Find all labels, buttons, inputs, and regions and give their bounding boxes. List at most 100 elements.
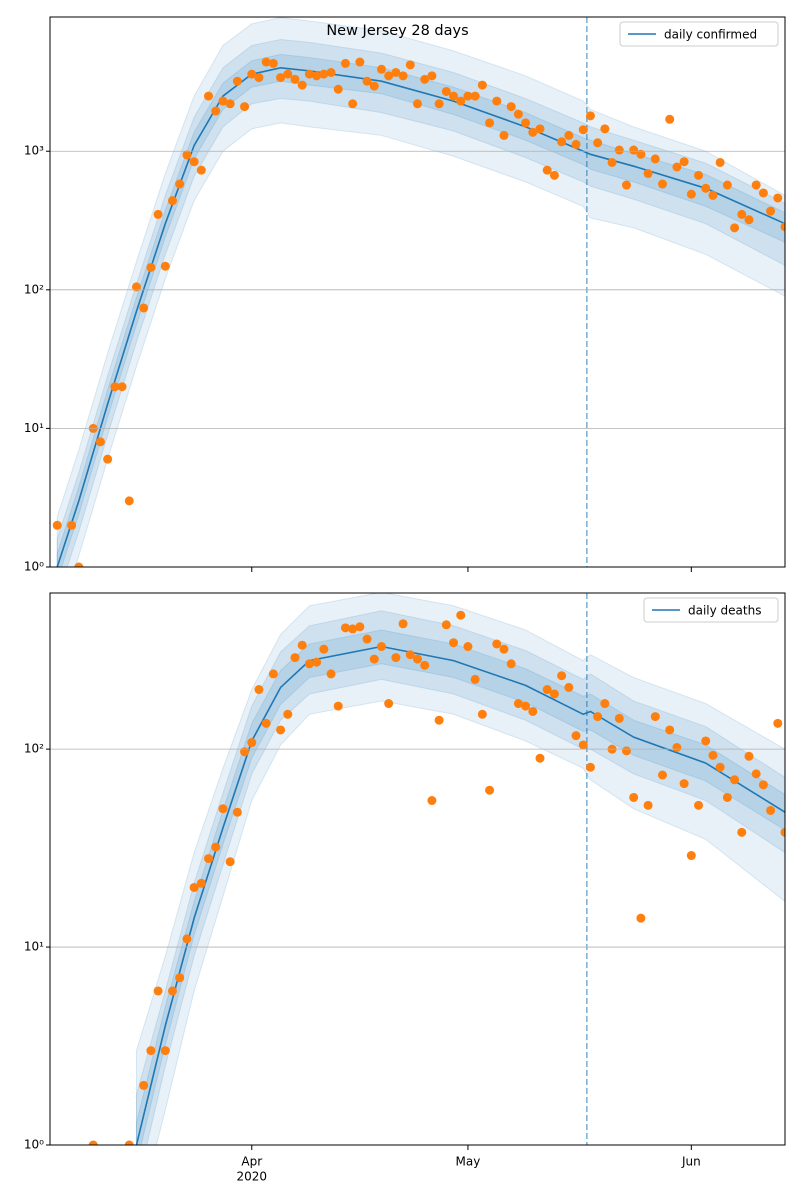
data-point — [218, 96, 228, 106]
data-point — [672, 162, 682, 172]
data-point — [621, 746, 631, 756]
data-point — [211, 842, 221, 852]
data-point — [405, 650, 415, 660]
confidence-band — [135, 629, 785, 1145]
data-point — [557, 137, 567, 147]
data-point — [268, 58, 278, 68]
data-point — [52, 520, 62, 530]
data-point — [679, 157, 689, 167]
data-point — [254, 685, 264, 695]
data-point — [773, 718, 783, 728]
legend-box — [643, 597, 779, 623]
data-point — [355, 622, 365, 632]
data-point — [766, 206, 776, 216]
data-point — [175, 179, 185, 189]
data-point — [485, 785, 495, 795]
data-point — [355, 57, 365, 67]
data-point — [326, 67, 336, 77]
data-point — [571, 731, 581, 741]
data-point — [636, 149, 646, 159]
data-point — [694, 170, 704, 180]
data-point — [232, 807, 242, 817]
data-point — [535, 753, 545, 763]
data-point — [564, 130, 574, 140]
data-point — [463, 642, 473, 652]
data-point — [348, 99, 358, 109]
x-tick-label: Jun — [681, 1155, 701, 1169]
data-point — [665, 725, 675, 735]
y-tick-label: 10³ — [24, 144, 44, 158]
data-point — [333, 84, 343, 94]
confidence-band — [56, 17, 785, 567]
data-point — [240, 102, 250, 112]
data-point — [751, 180, 761, 190]
data-point — [376, 642, 386, 652]
data-point — [758, 780, 768, 790]
data-point — [477, 80, 487, 90]
data-point — [420, 660, 430, 670]
data-point — [398, 71, 408, 81]
data-point — [499, 644, 509, 654]
data-point — [276, 725, 286, 735]
data-point — [434, 715, 444, 725]
data-point — [420, 74, 430, 84]
data-point — [124, 496, 134, 506]
data-point — [477, 709, 487, 719]
data-point — [67, 520, 77, 530]
data-point — [131, 282, 141, 292]
data-point — [312, 71, 322, 81]
x-tick-label: Apr — [241, 1155, 262, 1169]
data-point — [225, 99, 235, 109]
data-point — [304, 69, 314, 79]
data-point — [708, 750, 718, 760]
data-point — [492, 639, 502, 649]
data-point — [290, 74, 300, 84]
data-point — [247, 69, 257, 79]
data-point — [593, 712, 603, 722]
x-tick-label: May — [456, 1155, 481, 1169]
x-year-label: 2020 — [236, 1170, 267, 1184]
data-point — [391, 653, 401, 663]
data-point — [701, 736, 711, 746]
plot-area — [52, 17, 785, 567]
data-point — [744, 751, 754, 761]
data-point — [348, 624, 358, 634]
data-point — [694, 800, 704, 810]
data-point — [146, 262, 156, 272]
data-point — [261, 57, 271, 67]
data-point — [658, 179, 667, 189]
data-point — [204, 91, 214, 101]
data-point — [376, 64, 386, 74]
data-point — [492, 96, 502, 106]
data-point — [427, 71, 437, 81]
data-point — [413, 99, 422, 109]
data-point — [564, 682, 574, 692]
data-point — [679, 779, 689, 789]
data-point — [297, 80, 307, 90]
data-point — [528, 127, 538, 137]
data-point — [290, 653, 300, 663]
data-point — [362, 76, 372, 86]
data-point — [528, 706, 538, 716]
data-point — [247, 738, 257, 748]
data-point — [211, 106, 221, 116]
data-point — [160, 1046, 170, 1056]
data-point — [549, 170, 559, 180]
data-point — [74, 562, 84, 567]
data-point — [240, 747, 250, 757]
data-point — [766, 805, 776, 815]
data-point — [535, 124, 545, 134]
data-point — [369, 81, 379, 91]
y-tick-label: 10¹ — [24, 940, 44, 954]
data-point — [384, 699, 394, 709]
data-point — [600, 699, 610, 709]
data-point — [175, 973, 185, 983]
data-point — [751, 769, 761, 779]
data-point — [153, 209, 163, 219]
data-point — [449, 638, 459, 648]
data-point — [672, 742, 682, 752]
data-point — [189, 157, 199, 167]
data-point — [585, 762, 595, 772]
data-point — [326, 669, 336, 679]
